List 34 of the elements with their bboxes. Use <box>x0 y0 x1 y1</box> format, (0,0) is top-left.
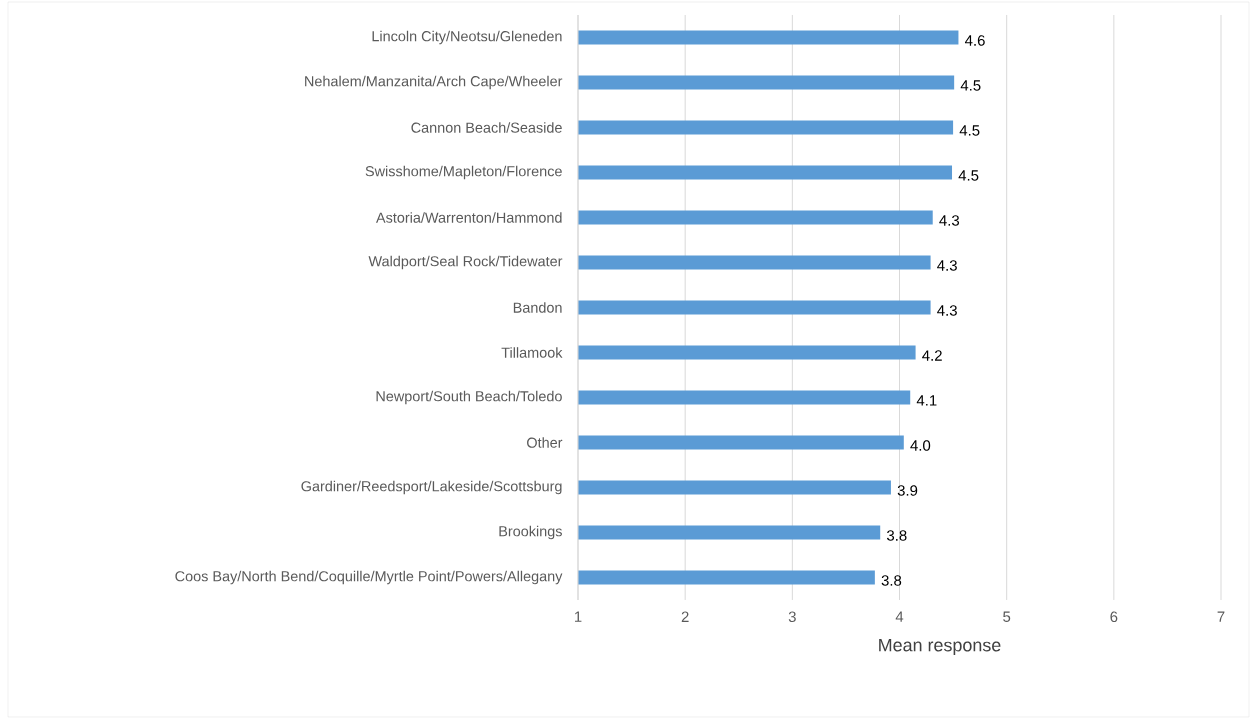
x-tick-label: 6 <box>1110 611 1118 623</box>
y-tick-label: Nehalem/Manzanita/Arch Cape/Wheeler <box>305 75 563 90</box>
data-label: 4.3 <box>939 215 960 226</box>
y-tick-label: Tillamook <box>501 347 563 358</box>
data-label: 4.3 <box>937 260 957 271</box>
data-label: 3.8 <box>886 530 907 541</box>
x-tick-label: 3 <box>788 611 796 623</box>
x-tick-label: 1 <box>574 611 582 622</box>
x-tick-label: 7 <box>1217 611 1225 622</box>
y-tick-label: Gardiner/Reedsport/Lakeside/Scottsburg <box>301 480 562 495</box>
data-label: 4.5 <box>960 80 981 91</box>
data-label: 4.5 <box>958 170 979 181</box>
x-axis-title: Mean response <box>879 638 1001 655</box>
y-tick-label: Coos Bay/North Bend/Coquille/Myrtle Point/Powers/Allegany <box>175 570 563 585</box>
y-tick-label: Waldport/Seal Rock/Tidewater <box>368 255 563 270</box>
y-tick-label: Bandon <box>513 302 562 313</box>
y-tick-label: Cannon Beach/Seaside <box>411 122 562 133</box>
y-tick-label: Brookings <box>499 525 562 540</box>
data-label: 4.3 <box>937 305 957 316</box>
y-tick-label: Newport/South Beach/Toledo <box>376 390 562 405</box>
data-label: 3.8 <box>881 575 902 586</box>
data-label: 4.0 <box>910 440 931 451</box>
data-label: 4.5 <box>959 125 980 136</box>
x-tick-label: 4 <box>895 611 904 622</box>
data-label: 4.6 <box>964 35 985 46</box>
y-tick-label: Astoria/Warrenton/Hammond <box>375 212 562 223</box>
data-label: 4.1 <box>916 395 937 406</box>
y-tick-label: Other <box>527 437 563 448</box>
x-tick-label: 5 <box>1003 611 1011 622</box>
y-tick-label: Swisshome/Mapleton/Florence <box>365 165 562 180</box>
x-tick-label: 2 <box>681 611 689 622</box>
data-label: 3.9 <box>897 485 918 496</box>
y-tick-label: Lincoln City/Neotsu/Gleneden <box>372 30 562 45</box>
data-label: 4.2 <box>922 350 942 361</box>
